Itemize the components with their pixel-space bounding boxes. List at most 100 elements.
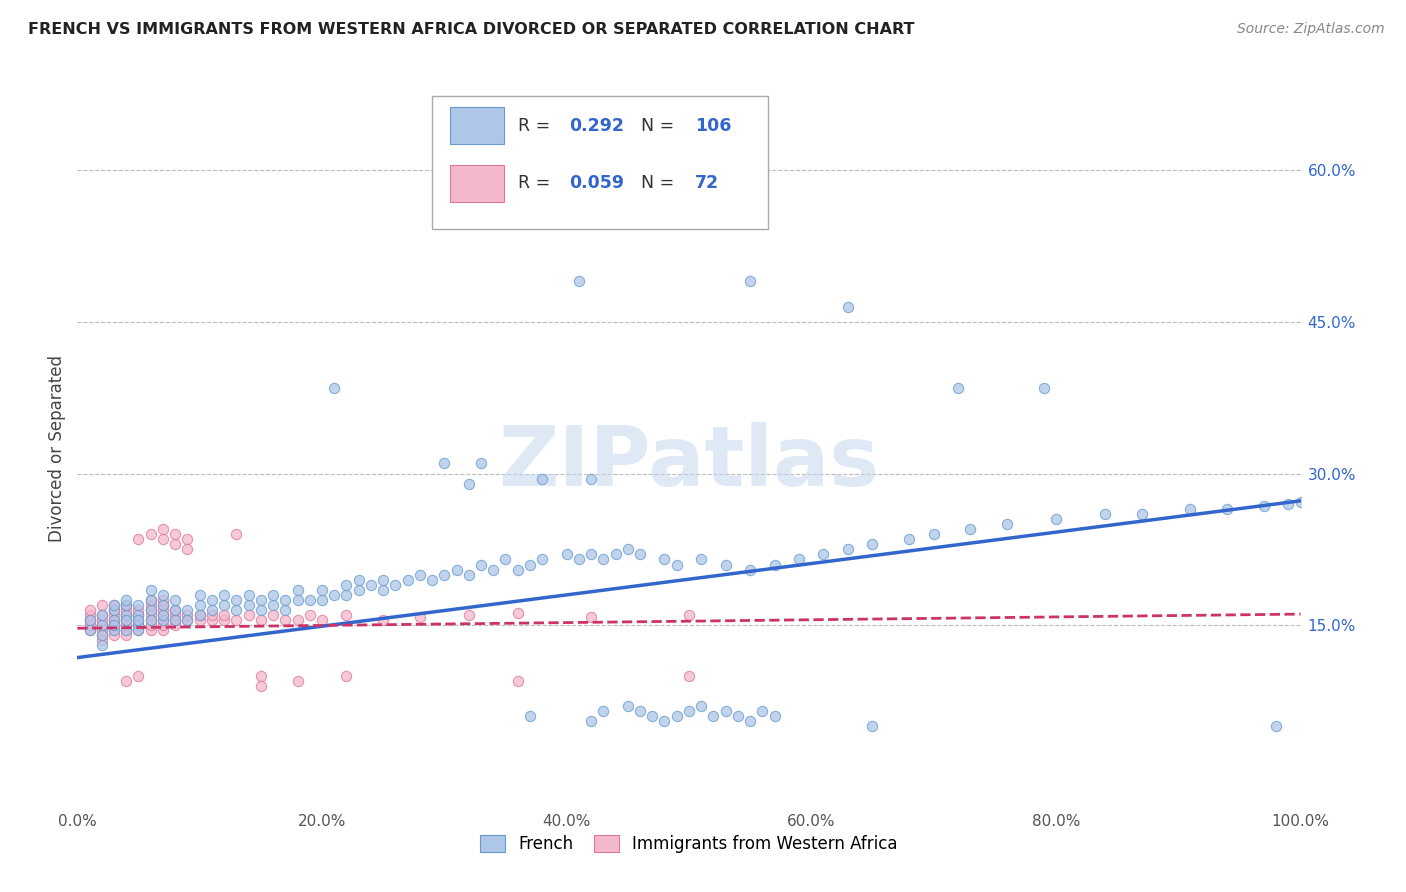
French [90, 628, 112, 642]
French [1289, 495, 1312, 509]
Immigrants from Western Africa [127, 608, 149, 623]
Immigrants from Western Africa [274, 613, 297, 627]
Immigrants from Western Africa [90, 608, 112, 623]
French [176, 613, 198, 627]
French [1277, 497, 1299, 511]
French [1130, 507, 1153, 521]
French [628, 548, 651, 562]
Immigrants from Western Africa [103, 598, 125, 612]
Immigrants from Western Africa [90, 613, 112, 627]
French [225, 603, 247, 617]
Immigrants from Western Africa [250, 613, 273, 627]
French [495, 203, 517, 218]
French [420, 573, 443, 587]
French [396, 573, 419, 587]
French [274, 593, 297, 607]
Immigrants from Western Africa [152, 533, 174, 547]
French [628, 704, 651, 718]
French [371, 573, 394, 587]
French [335, 578, 357, 592]
Immigrants from Western Africa [139, 618, 162, 632]
French [360, 578, 382, 592]
Immigrants from Western Africa [165, 527, 187, 541]
French [384, 578, 406, 592]
French [311, 593, 333, 607]
French [238, 588, 260, 602]
Immigrants from Western Africa [176, 608, 198, 623]
French [335, 588, 357, 602]
French [115, 624, 138, 638]
French [740, 714, 762, 729]
French [898, 533, 921, 547]
French [457, 567, 479, 582]
French [139, 603, 162, 617]
Immigrants from Western Africa [127, 669, 149, 683]
French [1253, 499, 1275, 513]
French [90, 639, 112, 653]
French [617, 542, 640, 557]
French [457, 476, 479, 491]
French [946, 380, 969, 394]
French [862, 719, 884, 733]
French [238, 598, 260, 612]
Text: R =: R = [517, 174, 555, 193]
French [165, 593, 187, 607]
Immigrants from Western Africa [79, 608, 101, 623]
French [531, 472, 554, 486]
Immigrants from Western Africa [225, 527, 247, 541]
Text: ZIPatlas: ZIPatlas [499, 422, 879, 503]
Text: N =: N = [630, 174, 681, 193]
French [262, 598, 284, 612]
Immigrants from Western Africa [139, 527, 162, 541]
Immigrants from Western Africa [152, 608, 174, 623]
Immigrants from Western Africa [188, 608, 211, 623]
Immigrants from Western Africa [165, 618, 187, 632]
Immigrants from Western Africa [678, 669, 700, 683]
Text: 72: 72 [695, 174, 720, 193]
Text: R =: R = [517, 117, 555, 135]
Immigrants from Western Africa [152, 593, 174, 607]
French [201, 603, 224, 617]
French [579, 714, 602, 729]
Immigrants from Western Africa [115, 673, 138, 688]
French [813, 548, 835, 562]
French [165, 613, 187, 627]
French [922, 527, 945, 541]
French [605, 548, 627, 562]
French [152, 598, 174, 612]
French [519, 709, 541, 723]
French [690, 699, 713, 714]
French [152, 588, 174, 602]
French [103, 603, 125, 617]
French [579, 548, 602, 562]
French [139, 582, 162, 597]
Immigrants from Western Africa [127, 613, 149, 627]
French [470, 558, 492, 572]
French [763, 558, 786, 572]
French [115, 598, 138, 612]
French [287, 593, 309, 607]
French [250, 603, 273, 617]
Immigrants from Western Africa [79, 603, 101, 617]
Immigrants from Western Africa [311, 613, 333, 627]
Immigrants from Western Africa [115, 618, 138, 632]
French [702, 709, 724, 723]
Immigrants from Western Africa [127, 618, 149, 632]
French [531, 552, 554, 566]
Immigrants from Western Africa [127, 603, 149, 617]
Immigrants from Western Africa [139, 613, 162, 627]
French [274, 603, 297, 617]
French [617, 699, 640, 714]
French [568, 552, 591, 566]
French [641, 709, 664, 723]
French [201, 593, 224, 607]
Immigrants from Western Africa [115, 608, 138, 623]
Immigrants from Western Africa [152, 603, 174, 617]
Immigrants from Western Africa [579, 610, 602, 624]
Immigrants from Western Africa [506, 673, 529, 688]
French [495, 552, 517, 566]
French [665, 709, 688, 723]
Immigrants from Western Africa [79, 618, 101, 632]
Immigrants from Western Africa [287, 673, 309, 688]
Immigrants from Western Africa [79, 613, 101, 627]
